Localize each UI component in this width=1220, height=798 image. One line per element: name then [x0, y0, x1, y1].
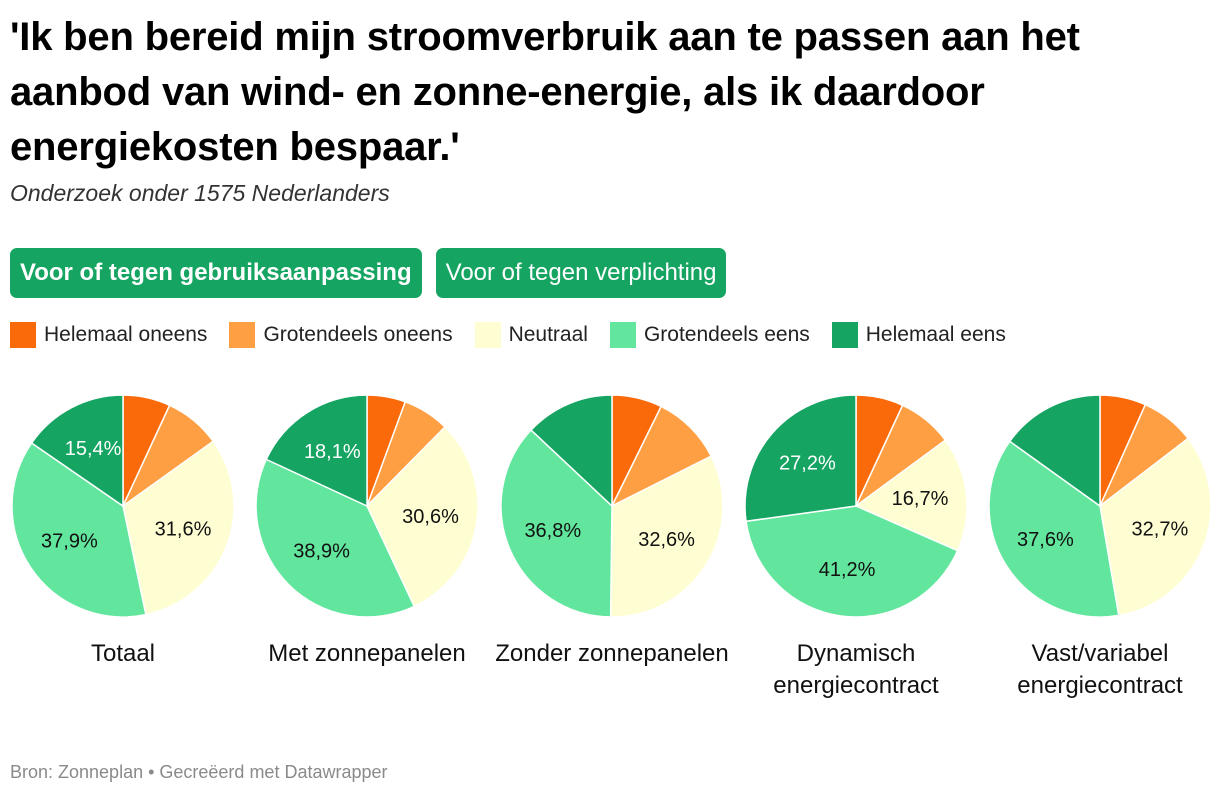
tab-verplichting[interactable]: Voor of tegen verplichting	[435, 248, 727, 298]
legend-item-neutraal: Neutraal	[474, 322, 588, 348]
pie-slice-neutraal	[122, 440, 235, 616]
legend-item-grotendeels-eens: Grotendeels eens	[609, 322, 810, 348]
legend-label: Helemaal eens	[865, 323, 1006, 346]
legend-item-grotendeels-oneens: Grotendeels oneens	[229, 322, 453, 348]
pie-slice-grotendeels-eens	[745, 505, 959, 618]
pie-chart-2: 30,6% 38,9% 18,1% Met zonnepanelen	[252, 380, 482, 710]
legend-swatch-grotendeels-eens	[609, 322, 636, 348]
legend-item-helemaal-oneens: Helemaal oneens	[10, 322, 207, 348]
pie-svg: 32,6% 36,8%	[500, 394, 724, 618]
pie-slice-grotendeels-eens	[988, 440, 1120, 618]
chart-subtitle: Onderzoek onder 1575 Nederlanders	[10, 180, 390, 206]
legend-label: Grotendeels oneens	[263, 323, 453, 346]
legend: Helemaal oneens Grotendeels oneens Neutr…	[10, 320, 1028, 350]
pie-svg: 31,6% 37,9% 15,4%	[11, 394, 235, 618]
legend-swatch-grotendeels-oneens	[229, 322, 256, 348]
pie-slice-helemaal-eens	[530, 394, 613, 507]
legend-item-helemaal-eens: Helemaal eens	[831, 322, 1006, 348]
legend-label: Helemaal oneens	[44, 323, 208, 346]
pie-label: Totaal	[90, 640, 156, 667]
pie-slice-neutraal	[1099, 437, 1212, 617]
pie-value-label: 30,6%	[402, 506, 459, 528]
pie-value-label: 31,6%	[155, 518, 212, 540]
pie-svg: 16,7% 41,2% 27,2%	[744, 394, 968, 618]
pie-slice-grotendeels-eens	[255, 458, 416, 618]
pie-chart-5: 32,7% 37,6% Vast/variabel energiecontract	[985, 380, 1215, 710]
pie-label: Zonder zonnepanelen	[495, 640, 729, 667]
pie-svg: 32,7% 37,6%	[988, 394, 1212, 618]
chart-title: 'Ik ben bereid mijn stroomverbruik aan t…	[10, 15, 1080, 169]
pie-charts: 31,6% 37,9% 15,4% Totaal 30,6% 38,9% 18,1% Met …	[0, 380, 1220, 720]
pie-value-label: 41,2%	[819, 559, 876, 581]
pie-label: Met zonnepanelen	[268, 640, 466, 667]
legend-swatch-helemaal-eens	[831, 322, 858, 348]
pie-label: Vast/variabel energiecontract	[1017, 640, 1183, 699]
pie-slice-grotendeels-oneens	[611, 405, 712, 507]
pie-value-label: 32,6%	[638, 529, 695, 551]
pie-value-label: 37,9%	[41, 531, 98, 553]
pie-slice-grotendeels-eens	[11, 442, 147, 618]
pie-slice-helemaal-eens	[1009, 394, 1101, 507]
pie-value-label: 32,7%	[1132, 519, 1189, 541]
pie-slice-neutraal	[855, 439, 968, 552]
pie-chart-3: 32,6% 36,8% Zonder zonnepanelen	[495, 380, 729, 710]
tab-gebruiksaanpassing[interactable]: Voor of tegen gebruiksaanpassing	[10, 248, 422, 298]
view-tabs: Voor of tegen gebruiksaanpassing Voor of…	[10, 248, 727, 298]
pie-slice-helemaal-eens	[744, 394, 857, 523]
pie-value-label: 38,9%	[293, 541, 350, 563]
pie-value-label: 18,1%	[304, 441, 361, 463]
pie-svg: 30,6% 38,9% 18,1%	[255, 394, 479, 618]
pie-chart-4: 16,7% 41,2% 27,2% Dynamisch energiecontract	[741, 380, 971, 710]
legend-label: Neutraal	[508, 323, 588, 346]
legend-swatch-neutraal	[474, 322, 501, 348]
source-footer: Bron: Zonneplan • Gecreëerd met Datawrap…	[10, 762, 388, 782]
pie-value-label: 27,2%	[779, 453, 836, 475]
pie-value-label: 36,8%	[524, 520, 581, 542]
pie-value-label: 37,6%	[1017, 529, 1074, 551]
pie-value-label: 15,4%	[65, 438, 122, 460]
pie-label: Dynamisch energiecontract	[773, 640, 939, 699]
legend-label: Grotendeels eens	[643, 323, 810, 346]
pie-slice-neutraal	[366, 426, 479, 608]
pie-slice-helemaal-eens	[30, 394, 124, 507]
pie-slice-grotendeels-eens	[500, 429, 613, 618]
pie-value-label: 16,7%	[892, 488, 949, 510]
pie-slice-helemaal-eens	[265, 394, 368, 507]
pie-chart-1: 31,6% 37,9% 15,4% Totaal	[8, 380, 238, 710]
legend-swatch-helemaal-oneens	[10, 322, 36, 348]
pie-slice-neutraal	[609, 455, 724, 618]
